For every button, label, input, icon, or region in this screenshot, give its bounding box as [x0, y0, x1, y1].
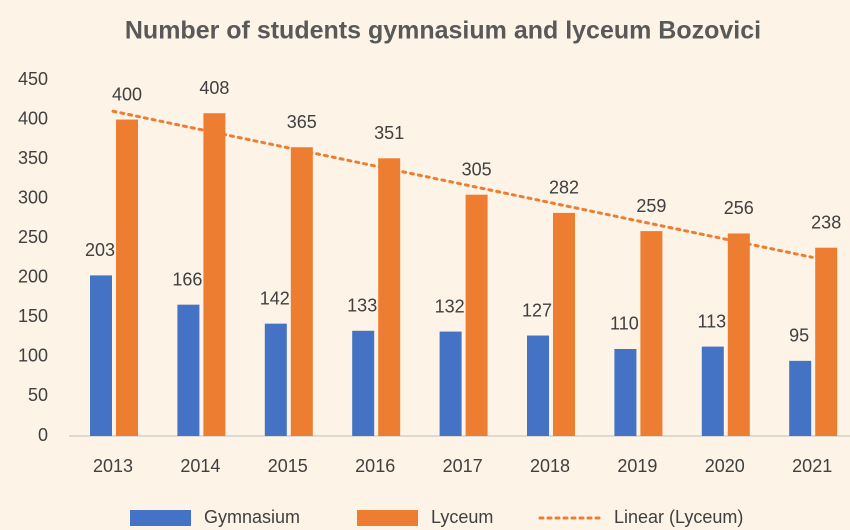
bar	[378, 158, 401, 436]
x-tick-label: 2020	[705, 456, 745, 476]
data-label: 365	[287, 112, 317, 132]
x-tick-label: 2017	[443, 456, 483, 476]
x-tick-label: 2019	[617, 456, 657, 476]
bar	[352, 330, 375, 436]
bar	[527, 335, 549, 436]
data-label: 203	[85, 240, 115, 260]
data-label: 166	[172, 269, 202, 289]
y-tick-label: 400	[18, 108, 48, 128]
data-label: 142	[260, 288, 290, 308]
bar	[90, 275, 112, 436]
legend-label: Lyceum	[431, 507, 493, 527]
x-tick-label: 2014	[180, 456, 220, 476]
chart-title: Number of students gymnasium and lyceum …	[125, 17, 761, 45]
data-label: 127	[522, 300, 552, 320]
bar	[177, 304, 200, 436]
data-label: 351	[374, 123, 404, 143]
data-label: 400	[112, 84, 142, 104]
legend-label: Linear (Lyceum)	[614, 507, 743, 527]
bar	[701, 346, 724, 436]
x-tick-label: 2013	[93, 456, 133, 476]
y-tick-label: 300	[18, 187, 48, 207]
y-tick-label: 250	[18, 227, 48, 247]
y-tick-label: 350	[18, 148, 48, 168]
x-tick-label: 2016	[355, 456, 395, 476]
data-label: 113	[697, 311, 726, 331]
data-label: 256	[724, 198, 754, 218]
bar	[264, 323, 287, 436]
x-tick-label: 2021	[792, 456, 832, 476]
x-tick-label: 2015	[268, 456, 308, 476]
legend-swatch	[357, 510, 418, 526]
x-tick-label: 2018	[530, 456, 570, 476]
y-tick-label: 0	[38, 425, 48, 445]
data-label: 282	[549, 178, 579, 198]
data-label: 133	[347, 296, 377, 316]
trendline	[111, 109, 814, 259]
legend-swatch	[130, 510, 191, 526]
y-tick-label: 100	[18, 346, 48, 366]
bar	[439, 331, 462, 436]
data-label: 95	[789, 326, 809, 346]
y-tick-label: 200	[18, 267, 48, 287]
data-label: 238	[811, 212, 841, 232]
bar	[116, 119, 138, 437]
bar	[553, 212, 575, 436]
y-tick-label: 150	[18, 306, 48, 326]
data-label: 132	[435, 296, 465, 316]
bar	[203, 113, 226, 436]
y-tick-label: 450	[18, 69, 48, 89]
bar	[815, 247, 838, 436]
bar	[465, 194, 488, 436]
data-label: 408	[199, 78, 229, 98]
data-label: 259	[636, 196, 666, 216]
y-tick-label: 50	[28, 385, 48, 405]
bar	[789, 360, 812, 436]
legend-label: Gymnasium	[204, 507, 300, 527]
bar	[290, 147, 313, 436]
bar	[640, 231, 663, 436]
data-label: 110	[610, 314, 639, 334]
data-label: 305	[462, 159, 492, 179]
bar	[727, 233, 750, 436]
bar	[614, 348, 637, 436]
